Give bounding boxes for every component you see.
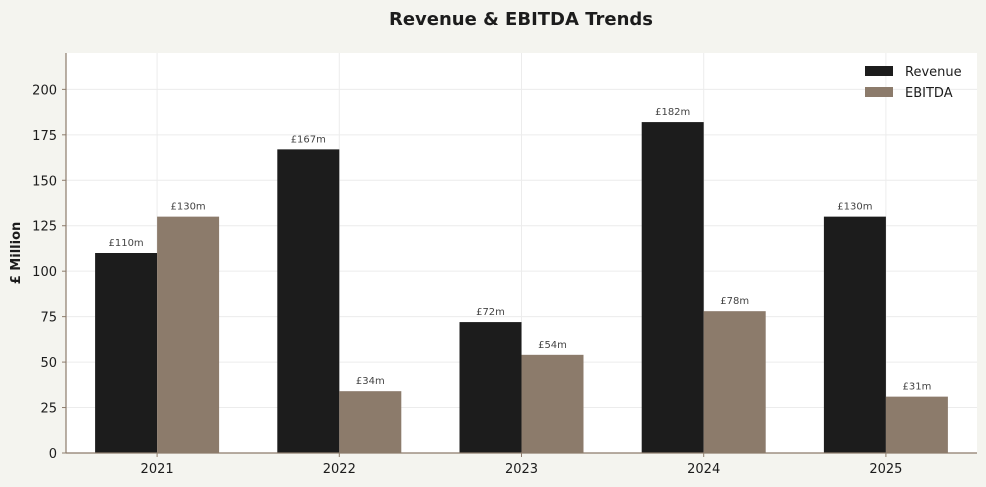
chart-title: Revenue & EBITDA Trends xyxy=(389,9,653,30)
data-label: £110m xyxy=(108,238,143,249)
y-tick-label: 25 xyxy=(40,402,57,417)
bar-ebitda-2023 xyxy=(521,354,584,453)
y-tick-label: 150 xyxy=(32,174,57,189)
data-label: £54m xyxy=(538,340,567,351)
y-tick-label: 75 xyxy=(40,311,57,326)
bar-revenue-2025 xyxy=(823,216,886,453)
x-tick-label: 2025 xyxy=(869,462,902,477)
data-label: £34m xyxy=(356,376,385,387)
data-label: £182m xyxy=(655,107,690,118)
data-label: £72m xyxy=(476,307,505,318)
x-tick-label: 2021 xyxy=(141,462,174,477)
x-tick-label: 2024 xyxy=(687,462,720,477)
y-tick-label: 50 xyxy=(40,356,57,371)
x-tick-label: 2023 xyxy=(505,462,538,477)
x-tick-label: 2022 xyxy=(323,462,356,477)
data-label: £78m xyxy=(720,296,749,307)
y-tick-label: 175 xyxy=(32,129,57,144)
y-tick-label: 0 xyxy=(49,447,57,462)
bar-ebitda-2024 xyxy=(703,311,766,453)
y-tick-label: 200 xyxy=(32,83,57,98)
bar-revenue-2021 xyxy=(95,253,158,453)
bar-revenue-2022 xyxy=(277,149,340,453)
legend-swatch-revenue xyxy=(865,66,893,76)
y-axis-label: £ Million xyxy=(9,222,24,285)
data-label: £167m xyxy=(291,134,326,145)
data-label: £31m xyxy=(902,382,931,393)
y-tick-label: 100 xyxy=(32,265,57,280)
data-label: £130m xyxy=(837,202,872,213)
legend-swatch-ebitda xyxy=(865,87,893,97)
data-label: £130m xyxy=(170,202,205,213)
bar-ebitda-2025 xyxy=(885,396,948,453)
bar-ebitda-2021 xyxy=(157,216,220,453)
y-tick-label: 125 xyxy=(32,220,57,235)
legend-label-ebitda: EBITDA xyxy=(905,86,953,101)
bar-ebitda-2022 xyxy=(339,391,402,453)
bar-revenue-2023 xyxy=(459,322,522,453)
bar-revenue-2024 xyxy=(641,122,704,453)
legend-label-revenue: Revenue xyxy=(905,65,962,80)
